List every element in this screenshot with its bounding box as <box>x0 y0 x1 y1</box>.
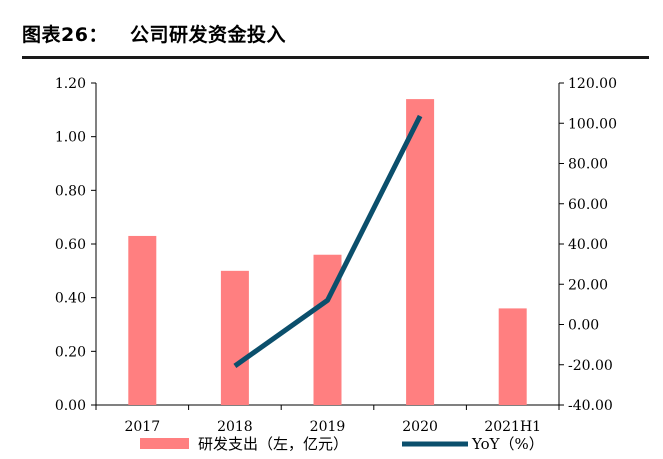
figure-title-text: 公司研发资金投入 <box>129 24 286 46</box>
bars <box>128 99 527 405</box>
x-tick-label: 2017 <box>124 419 160 435</box>
bar-2018 <box>220 270 249 405</box>
figure-label: 图表26： <box>22 24 108 46</box>
legend-label-bar: 研发支出（左，亿元） <box>198 435 348 453</box>
right-tick-label: 0.00 <box>568 318 599 334</box>
left-tick-label: 1.00 <box>55 130 86 146</box>
left-tick-label: 0.60 <box>55 237 86 253</box>
right-tick-label: 120.00 <box>568 76 617 92</box>
legend-label-line: YoY（%） <box>471 435 544 453</box>
x-tick-label: 2018 <box>217 419 253 435</box>
figure-title: 图表26： 公司研发资金投入 <box>22 20 286 47</box>
bar-2020 <box>406 99 435 405</box>
right-tick-label: 80.00 <box>568 157 608 173</box>
left-tick-label: 0.80 <box>55 183 86 199</box>
left-tick-label: 0.40 <box>55 291 86 307</box>
yoy-line-group <box>233 114 423 368</box>
title-rule <box>22 56 649 59</box>
legend-swatch-bar <box>140 438 189 449</box>
left-tick-label: 1.20 <box>55 76 86 92</box>
x-tick-label: 2021H1 <box>484 419 541 435</box>
left-tick-label: 0.00 <box>55 398 86 414</box>
tick-labels: 0.00 0.20 0.40 0.60 0.80 1.00 1.20 -40.00 -20.00… <box>55 76 617 435</box>
left-tick-label: 0.20 <box>55 344 86 360</box>
right-tick-label: 20.00 <box>568 277 608 293</box>
right-tick-label: -40.00 <box>568 398 613 414</box>
legend: 研发支出（左，亿元） YoY（%） <box>140 435 544 453</box>
right-tick-label: 40.00 <box>568 237 608 253</box>
x-tick-label: 2020 <box>402 419 438 435</box>
right-tick-label: -20.00 <box>568 358 613 374</box>
bar-2021H1 <box>498 308 527 405</box>
x-tick-label: 2019 <box>310 419 346 435</box>
bar-2017 <box>128 235 157 405</box>
right-tick-label: 60.00 <box>568 197 608 213</box>
right-tick-label: 100.00 <box>568 116 617 132</box>
